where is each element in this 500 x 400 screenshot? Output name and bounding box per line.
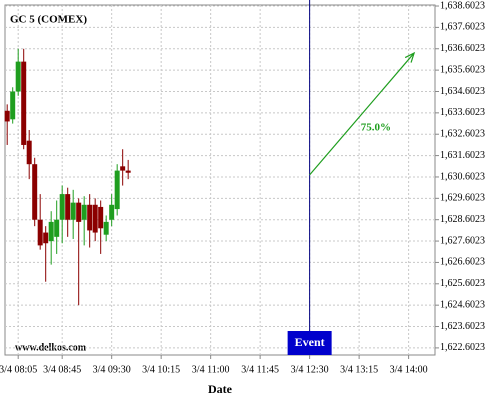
candle-body [87,204,93,231]
y-tick-label: 1,623.6023 [440,321,485,332]
y-tick-label: 1,622.6023 [440,342,485,353]
x-tick-label: 3/4 10:15 [142,364,180,375]
candle-body [70,202,76,220]
chart-title: GC 5 (COMEX) [10,14,87,26]
candle-body [120,166,126,171]
y-tick-label: 1,626.6023 [440,257,485,268]
y-tick-label: 1,633.6023 [440,107,485,118]
candle-body [43,232,49,244]
candle-body [37,219,43,246]
y-tick-label: 1,629.6023 [440,193,485,204]
candle-body [98,206,104,229]
candle-body [76,202,82,222]
y-tick-label: 1,624.6023 [440,299,485,310]
x-axis-label: Date [208,382,233,396]
y-tick-label: 1,631.6023 [440,150,485,161]
candle-body [114,170,120,210]
candle-body [26,140,32,165]
x-tick-label: 3/4 11:45 [241,364,279,375]
candle-body [125,170,131,173]
candle-body [15,61,21,92]
y-tick-label: 1,630.6023 [440,171,485,182]
candle-body [4,110,10,122]
y-tick-label: 1,625.6023 [440,278,485,289]
candle-body [59,194,65,220]
candle-body [21,61,27,145]
y-tick-label: 1,635.6023 [440,64,485,75]
candle-body [103,221,109,235]
x-tick-label: 3/4 11:00 [192,364,230,375]
x-tick-label: 3/4 09:30 [93,364,131,375]
x-tick-label: 3/4 14:00 [390,364,428,375]
x-tick-label: 3/4 08:45 [43,364,81,375]
candle-body [48,221,54,242]
arrow-label: 75.0% [361,122,391,134]
arrow-head [404,51,416,63]
candle-body [65,194,71,220]
x-tick-label: 3/4 12:30 [291,364,329,375]
y-tick-label: 1,627.6023 [440,235,485,246]
y-tick-label: 1,634.6023 [440,86,485,97]
y-tick-label: 1,637.6023 [440,22,485,33]
y-tick-label: 1,632.6023 [440,129,485,140]
candle-body [92,204,98,233]
candle-body [10,91,16,120]
y-tick-label: 1,638.6023 [440,0,485,11]
y-tick-label: 1,636.6023 [440,43,485,54]
candle-body [109,204,115,220]
y-tick-label: 1,628.6023 [440,214,485,225]
x-tick-label: 3/4 08:05 [0,364,37,375]
plot-frame [4,4,436,356]
x-tick-label: 3/4 13:15 [340,364,378,375]
candle-body [81,204,87,220]
candle-body [32,164,38,220]
event-box [287,331,332,355]
candle-body [54,219,60,237]
event-label: Event [295,335,325,349]
forecast-arrow [309,52,415,176]
